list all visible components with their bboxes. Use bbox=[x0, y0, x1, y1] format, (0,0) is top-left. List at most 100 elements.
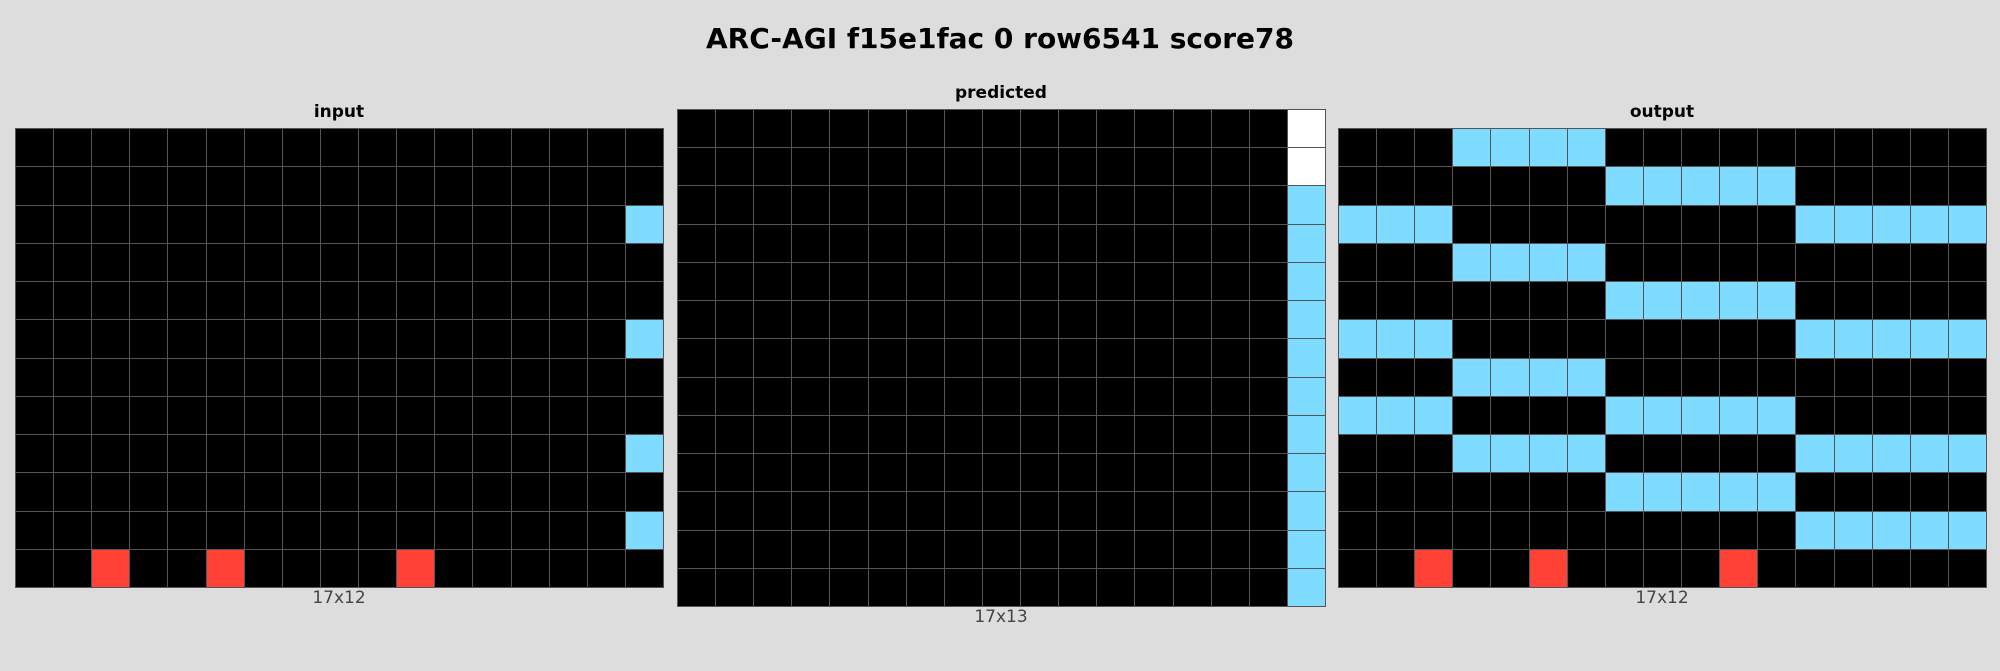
grid-cell-black bbox=[16, 205, 54, 243]
grid-cell-black bbox=[282, 320, 320, 358]
grid-cell-black bbox=[206, 129, 244, 167]
grid-cell-black bbox=[1339, 243, 1377, 281]
grid-cell-black bbox=[868, 148, 906, 186]
grid-cell-black bbox=[944, 454, 982, 492]
grid-cell-black bbox=[130, 511, 168, 549]
grid-cell-black bbox=[830, 224, 868, 262]
grid-cell-black bbox=[830, 186, 868, 224]
grid-cell-black bbox=[244, 435, 282, 473]
grid-cell-black bbox=[1135, 110, 1173, 148]
grid-cell-black bbox=[1339, 167, 1377, 205]
grid-cell-black bbox=[397, 167, 435, 205]
grid-cell-black bbox=[511, 435, 549, 473]
grid-cell-black bbox=[678, 377, 716, 415]
grid-cell-black bbox=[1453, 282, 1491, 320]
grid-cell-black bbox=[435, 549, 473, 587]
grid-cell-black bbox=[435, 205, 473, 243]
grid-cell-blue bbox=[625, 511, 663, 549]
page-title: ARC-AGI f15e1fac 0 row6541 score78 bbox=[706, 22, 1294, 55]
grid-cell-black bbox=[1173, 148, 1211, 186]
grid-cell-black bbox=[1491, 396, 1529, 434]
grid-cell-black bbox=[435, 243, 473, 281]
grid-cell-blue bbox=[1491, 129, 1529, 167]
grid-cell-black bbox=[1491, 511, 1529, 549]
grid-cell-black bbox=[435, 320, 473, 358]
grid-cell-black bbox=[1567, 473, 1605, 511]
grid-cell-black bbox=[1872, 473, 1910, 511]
grid-cell-black bbox=[716, 301, 754, 339]
grid-cell-black bbox=[830, 339, 868, 377]
grid-cell-blue bbox=[625, 435, 663, 473]
grid-cell-black bbox=[1910, 396, 1948, 434]
grid-cell-blue bbox=[1643, 396, 1682, 434]
grid-cell-black bbox=[1135, 186, 1173, 224]
grid-cell-blue bbox=[1834, 205, 1872, 243]
grid-cell-black bbox=[1135, 454, 1173, 492]
grid-cell-black bbox=[244, 549, 282, 587]
grid-cell-black bbox=[1910, 358, 1948, 396]
grid-cell-black bbox=[792, 415, 830, 454]
grid-cell-black bbox=[1097, 224, 1135, 262]
grid-cell-black bbox=[16, 129, 54, 167]
grid-cell-black bbox=[830, 454, 868, 492]
grid-cell-black bbox=[1339, 129, 1377, 167]
grid-cell-black bbox=[1097, 262, 1135, 301]
grid-cell-black bbox=[982, 454, 1021, 492]
grid-cell-black bbox=[868, 454, 906, 492]
grid-cell-black bbox=[1910, 167, 1948, 205]
grid-cell-black bbox=[16, 282, 54, 320]
grid-cell-black bbox=[16, 473, 54, 511]
grid-cell-black bbox=[1682, 358, 1720, 396]
grid-cell-black bbox=[1249, 377, 1287, 415]
grid-cell-black bbox=[1529, 320, 1567, 358]
grid-cell-blue bbox=[1377, 396, 1415, 434]
grid-cell-black bbox=[549, 320, 587, 358]
grid-cell-black bbox=[549, 473, 587, 511]
grid-cell-black bbox=[1605, 358, 1643, 396]
grid-cell-black bbox=[906, 186, 944, 224]
grid-cell-black bbox=[1249, 530, 1287, 568]
grid-cell-black bbox=[549, 358, 587, 396]
grid-cell-blue bbox=[1287, 530, 1325, 568]
grid-cell-black bbox=[868, 492, 906, 530]
grid-cell-black bbox=[244, 167, 282, 205]
grid-cell-black bbox=[473, 282, 511, 320]
grid-cell-black bbox=[54, 473, 92, 511]
grid-cell-black bbox=[1059, 454, 1097, 492]
grid-cell-black bbox=[1605, 243, 1643, 281]
grid-cell-black bbox=[1872, 167, 1910, 205]
grid-cell-black bbox=[1173, 415, 1211, 454]
grid-cell-black bbox=[1453, 549, 1491, 587]
grid-cell-black bbox=[1529, 396, 1567, 434]
grid-cell-black bbox=[754, 148, 792, 186]
grid-cell-black bbox=[435, 358, 473, 396]
grid-cell-black bbox=[16, 358, 54, 396]
grid-cell-black bbox=[473, 435, 511, 473]
grid-cell-blue bbox=[1872, 511, 1910, 549]
grid-cell-black bbox=[1059, 492, 1097, 530]
grid-cell-black bbox=[282, 511, 320, 549]
grid-cell-white bbox=[1287, 148, 1325, 186]
grid-cell-black bbox=[130, 129, 168, 167]
grid-cell-black bbox=[944, 301, 982, 339]
grid-cell-black bbox=[130, 549, 168, 587]
grid-cell-black bbox=[244, 282, 282, 320]
grid-cell-black bbox=[282, 167, 320, 205]
grid-cell-black bbox=[435, 129, 473, 167]
grid-cell-black bbox=[168, 282, 206, 320]
grid-cell-blue bbox=[1682, 282, 1720, 320]
grid-cell-red bbox=[92, 549, 130, 587]
grid-cell-black bbox=[1135, 568, 1173, 606]
grid-cell-black bbox=[830, 301, 868, 339]
grid-cell-black bbox=[359, 167, 397, 205]
grid-cell-black bbox=[1872, 549, 1910, 587]
grid-cell-blue bbox=[1910, 511, 1948, 549]
grid-cell-black bbox=[754, 530, 792, 568]
grid-cell-black bbox=[1249, 339, 1287, 377]
grid-cell-black bbox=[320, 167, 359, 205]
grid-cell-blue bbox=[1339, 396, 1377, 434]
grid-cell-black bbox=[678, 492, 716, 530]
grid-cell-black bbox=[830, 415, 868, 454]
grid-cell-black bbox=[830, 262, 868, 301]
grid-cell-black bbox=[868, 224, 906, 262]
